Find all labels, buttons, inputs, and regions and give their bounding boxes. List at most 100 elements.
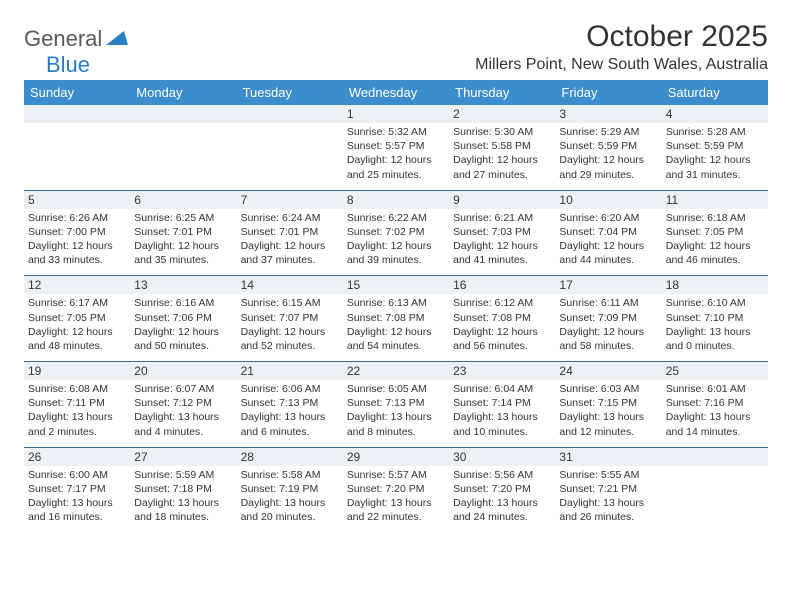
sunrise-text: Sunrise: 6:13 AM xyxy=(347,296,445,310)
logo-triangle-icon xyxy=(106,29,128,50)
weekday-header-row: Sunday Monday Tuesday Wednesday Thursday… xyxy=(24,80,768,105)
day-number-cell: 30 xyxy=(449,447,555,466)
sunset-text: Sunset: 7:16 PM xyxy=(666,396,764,410)
day-number-row: 19202122232425 xyxy=(24,362,768,381)
day-number-cell: 15 xyxy=(343,276,449,295)
day-number-cell: 12 xyxy=(24,276,130,295)
sunrise-text: Sunrise: 6:06 AM xyxy=(241,382,339,396)
day-number-cell: 23 xyxy=(449,362,555,381)
day-body-cell: Sunrise: 6:11 AMSunset: 7:09 PMDaylight:… xyxy=(555,294,661,361)
day-body-row: Sunrise: 6:08 AMSunset: 7:11 PMDaylight:… xyxy=(24,380,768,447)
day-body-cell: Sunrise: 6:06 AMSunset: 7:13 PMDaylight:… xyxy=(237,380,343,447)
sunset-text: Sunset: 7:04 PM xyxy=(559,225,657,239)
sunrise-text: Sunrise: 6:21 AM xyxy=(453,211,551,225)
day-number: 13 xyxy=(134,278,147,292)
day-body-row: Sunrise: 6:17 AMSunset: 7:05 PMDaylight:… xyxy=(24,294,768,361)
daylight-text: and 58 minutes. xyxy=(559,339,657,353)
day-body-cell: Sunrise: 6:26 AMSunset: 7:00 PMDaylight:… xyxy=(24,209,130,276)
sunrise-text: Sunrise: 5:57 AM xyxy=(347,468,445,482)
daylight-text: Daylight: 13 hours xyxy=(453,410,551,424)
sunset-text: Sunset: 7:17 PM xyxy=(28,482,126,496)
day-number-cell: 22 xyxy=(343,362,449,381)
day-number: 27 xyxy=(134,450,147,464)
day-number: 9 xyxy=(453,193,460,207)
sunrise-text: Sunrise: 6:25 AM xyxy=(134,211,232,225)
day-number: 8 xyxy=(347,193,354,207)
sunrise-text: Sunrise: 6:16 AM xyxy=(134,296,232,310)
sunset-text: Sunset: 7:07 PM xyxy=(241,311,339,325)
daylight-text: Daylight: 12 hours xyxy=(241,325,339,339)
sunrise-text: Sunrise: 6:24 AM xyxy=(241,211,339,225)
daylight-text: and 29 minutes. xyxy=(559,168,657,182)
weekday-header: Saturday xyxy=(662,80,768,105)
daylight-text: and 14 minutes. xyxy=(666,425,764,439)
sunset-text: Sunset: 7:05 PM xyxy=(28,311,126,325)
daylight-text: Daylight: 13 hours xyxy=(28,496,126,510)
day-number-cell: 11 xyxy=(662,190,768,209)
daylight-text: Daylight: 12 hours xyxy=(666,239,764,253)
title-block: October 2025 Millers Point, New South Wa… xyxy=(475,20,768,74)
day-number-cell: 10 xyxy=(555,190,661,209)
day-body-cell: Sunrise: 6:16 AMSunset: 7:06 PMDaylight:… xyxy=(130,294,236,361)
daylight-text: and 18 minutes. xyxy=(134,510,232,524)
day-body-cell: Sunrise: 6:25 AMSunset: 7:01 PMDaylight:… xyxy=(130,209,236,276)
day-body-row: Sunrise: 6:00 AMSunset: 7:17 PMDaylight:… xyxy=(24,466,768,533)
daylight-text: Daylight: 13 hours xyxy=(666,325,764,339)
day-body-cell: Sunrise: 5:32 AMSunset: 5:57 PMDaylight:… xyxy=(343,123,449,190)
daylight-text: Daylight: 13 hours xyxy=(347,496,445,510)
day-number: 31 xyxy=(559,450,572,464)
daylight-text: Daylight: 12 hours xyxy=(453,325,551,339)
day-body-cell: Sunrise: 6:22 AMSunset: 7:02 PMDaylight:… xyxy=(343,209,449,276)
daylight-text: and 48 minutes. xyxy=(28,339,126,353)
day-body-cell: Sunrise: 6:03 AMSunset: 7:15 PMDaylight:… xyxy=(555,380,661,447)
sunrise-text: Sunrise: 6:08 AM xyxy=(28,382,126,396)
day-body-cell: Sunrise: 6:17 AMSunset: 7:05 PMDaylight:… xyxy=(24,294,130,361)
calendar-table: Sunday Monday Tuesday Wednesday Thursday… xyxy=(24,80,768,532)
sunrise-text: Sunrise: 6:15 AM xyxy=(241,296,339,310)
daylight-text: Daylight: 12 hours xyxy=(347,153,445,167)
day-number-cell xyxy=(24,105,130,123)
daylight-text: and 33 minutes. xyxy=(28,253,126,267)
day-body-cell: Sunrise: 5:55 AMSunset: 7:21 PMDaylight:… xyxy=(555,466,661,533)
sunrise-text: Sunrise: 5:32 AM xyxy=(347,125,445,139)
daylight-text: and 20 minutes. xyxy=(241,510,339,524)
day-body-cell: Sunrise: 6:05 AMSunset: 7:13 PMDaylight:… xyxy=(343,380,449,447)
sunrise-text: Sunrise: 6:18 AM xyxy=(666,211,764,225)
day-body-cell: Sunrise: 6:00 AMSunset: 7:17 PMDaylight:… xyxy=(24,466,130,533)
day-number: 26 xyxy=(28,450,41,464)
sunset-text: Sunset: 7:11 PM xyxy=(28,396,126,410)
sunset-text: Sunset: 7:09 PM xyxy=(559,311,657,325)
daylight-text: Daylight: 13 hours xyxy=(28,410,126,424)
daylight-text: Daylight: 13 hours xyxy=(559,496,657,510)
day-number: 11 xyxy=(666,193,678,207)
day-number-cell: 26 xyxy=(24,447,130,466)
day-number: 19 xyxy=(28,364,41,378)
logo-text-gray: General xyxy=(24,26,102,52)
daylight-text: and 4 minutes. xyxy=(134,425,232,439)
day-number: 5 xyxy=(28,193,35,207)
sunrise-text: Sunrise: 5:28 AM xyxy=(666,125,764,139)
sunrise-text: Sunrise: 5:58 AM xyxy=(241,468,339,482)
day-number: 29 xyxy=(347,450,360,464)
day-number-cell: 25 xyxy=(662,362,768,381)
sunset-text: Sunset: 7:20 PM xyxy=(347,482,445,496)
day-body-cell: Sunrise: 5:29 AMSunset: 5:59 PMDaylight:… xyxy=(555,123,661,190)
logo-text-blue: Blue xyxy=(46,52,90,78)
sunrise-text: Sunrise: 6:07 AM xyxy=(134,382,232,396)
sunrise-text: Sunrise: 5:56 AM xyxy=(453,468,551,482)
day-body-cell xyxy=(662,466,768,533)
day-body-cell: Sunrise: 6:24 AMSunset: 7:01 PMDaylight:… xyxy=(237,209,343,276)
daylight-text: Daylight: 12 hours xyxy=(559,153,657,167)
daylight-text: Daylight: 13 hours xyxy=(134,496,232,510)
daylight-text: and 12 minutes. xyxy=(559,425,657,439)
daylight-text: and 22 minutes. xyxy=(347,510,445,524)
sunset-text: Sunset: 7:10 PM xyxy=(666,311,764,325)
day-number: 25 xyxy=(666,364,679,378)
day-body-row: Sunrise: 6:26 AMSunset: 7:00 PMDaylight:… xyxy=(24,209,768,276)
day-body-cell xyxy=(24,123,130,190)
day-number-cell: 13 xyxy=(130,276,236,295)
daylight-text: and 56 minutes. xyxy=(453,339,551,353)
sunrise-text: Sunrise: 5:55 AM xyxy=(559,468,657,482)
day-number-cell: 31 xyxy=(555,447,661,466)
day-number: 7 xyxy=(241,193,248,207)
